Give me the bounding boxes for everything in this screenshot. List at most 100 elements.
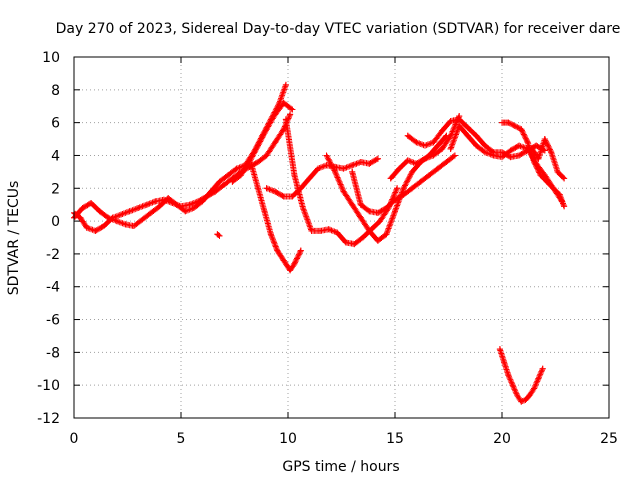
data-point	[377, 218, 383, 225]
data-point	[282, 116, 289, 123]
data-point	[554, 168, 561, 175]
data-point	[139, 216, 146, 223]
y-tick-label: -8	[46, 345, 60, 361]
data-point	[323, 152, 330, 159]
data-point	[422, 142, 428, 149]
data-point	[383, 205, 390, 211]
data-point	[507, 154, 514, 161]
data-point	[535, 375, 542, 382]
data-point	[366, 208, 373, 215]
data-point	[105, 214, 112, 221]
x-tick-label: 15	[386, 431, 404, 447]
data-point	[267, 231, 274, 238]
data-point	[274, 247, 281, 254]
ticks	[73, 56, 610, 419]
data-point	[263, 126, 270, 133]
data-point	[143, 201, 150, 208]
data-point	[426, 172, 433, 179]
data-point	[499, 119, 505, 126]
data-point	[152, 198, 159, 205]
data-point	[246, 159, 253, 165]
data-point	[351, 241, 358, 248]
data-point	[514, 392, 520, 398]
series-track-c	[229, 99, 296, 185]
data-point	[349, 201, 356, 208]
data-point	[505, 372, 512, 379]
data-point	[374, 209, 381, 216]
y-tick-label: 6	[51, 116, 60, 132]
data-point	[404, 132, 411, 139]
data-point	[280, 99, 287, 106]
data-point	[518, 398, 525, 405]
data-point	[135, 205, 142, 211]
data-point	[505, 119, 512, 126]
data-point	[255, 185, 261, 192]
data-point	[531, 385, 538, 392]
data-point	[409, 168, 416, 175]
data-point	[126, 208, 133, 215]
data-point	[282, 81, 289, 88]
data-point	[208, 188, 214, 195]
data-point	[518, 126, 525, 133]
data-point	[300, 205, 306, 211]
y-tick-label: 0	[51, 214, 60, 230]
data-point	[366, 160, 373, 167]
data-point	[496, 346, 503, 353]
data-point	[383, 231, 390, 238]
data-point	[507, 147, 514, 154]
data-point	[516, 142, 523, 149]
x-tick-label: 25	[600, 431, 618, 447]
data-point	[422, 155, 428, 162]
data-point	[439, 127, 446, 134]
x-tick-label: 0	[70, 431, 79, 447]
data-point	[561, 203, 568, 210]
series-track-h	[349, 152, 458, 216]
x-tick-label: 10	[279, 431, 297, 447]
data-point	[409, 185, 416, 192]
series-track-n	[496, 346, 546, 405]
data-point	[306, 175, 313, 182]
data-point	[394, 185, 401, 192]
data-point	[443, 159, 450, 165]
data-point	[263, 185, 270, 192]
y-tick-label: -12	[37, 411, 60, 427]
series-track-m	[529, 136, 568, 182]
data-point	[237, 172, 244, 179]
data-point	[537, 172, 544, 179]
data-point	[531, 159, 538, 165]
data-point	[392, 208, 398, 215]
data-point	[263, 152, 270, 159]
data-point	[434, 165, 441, 172]
data-point	[501, 359, 508, 366]
y-tick-label: 8	[51, 83, 60, 99]
data-point	[261, 208, 268, 215]
data-point	[165, 195, 172, 202]
data-point	[308, 227, 315, 234]
data-point	[543, 178, 550, 185]
data-point	[561, 175, 568, 182]
data-point	[473, 132, 480, 139]
data-point	[79, 205, 86, 211]
y-tick-label: 4	[51, 148, 60, 164]
data-point	[291, 172, 298, 179]
data-point	[374, 155, 381, 162]
data-point	[148, 209, 154, 216]
data-point	[451, 152, 458, 159]
x-tick-label: 20	[493, 431, 511, 447]
data-point	[272, 111, 279, 118]
data-point	[349, 162, 356, 169]
data-point	[481, 142, 488, 149]
data-point	[289, 193, 296, 200]
data-point	[539, 365, 546, 372]
data-point	[516, 152, 523, 159]
x-tick-label: 5	[177, 431, 186, 447]
data-point	[464, 124, 471, 131]
x-tick-labels: 0 5 10 15 20 25	[70, 431, 618, 447]
data-point	[359, 234, 366, 241]
data-point	[392, 196, 398, 203]
chart-title: Day 270 of 2023, Sidereal Day-to-day VTE…	[56, 21, 621, 37]
data-point	[366, 227, 373, 234]
y-tick-label: 10	[42, 50, 60, 66]
y-tick-label: -2	[46, 247, 60, 263]
data-point	[357, 214, 364, 221]
